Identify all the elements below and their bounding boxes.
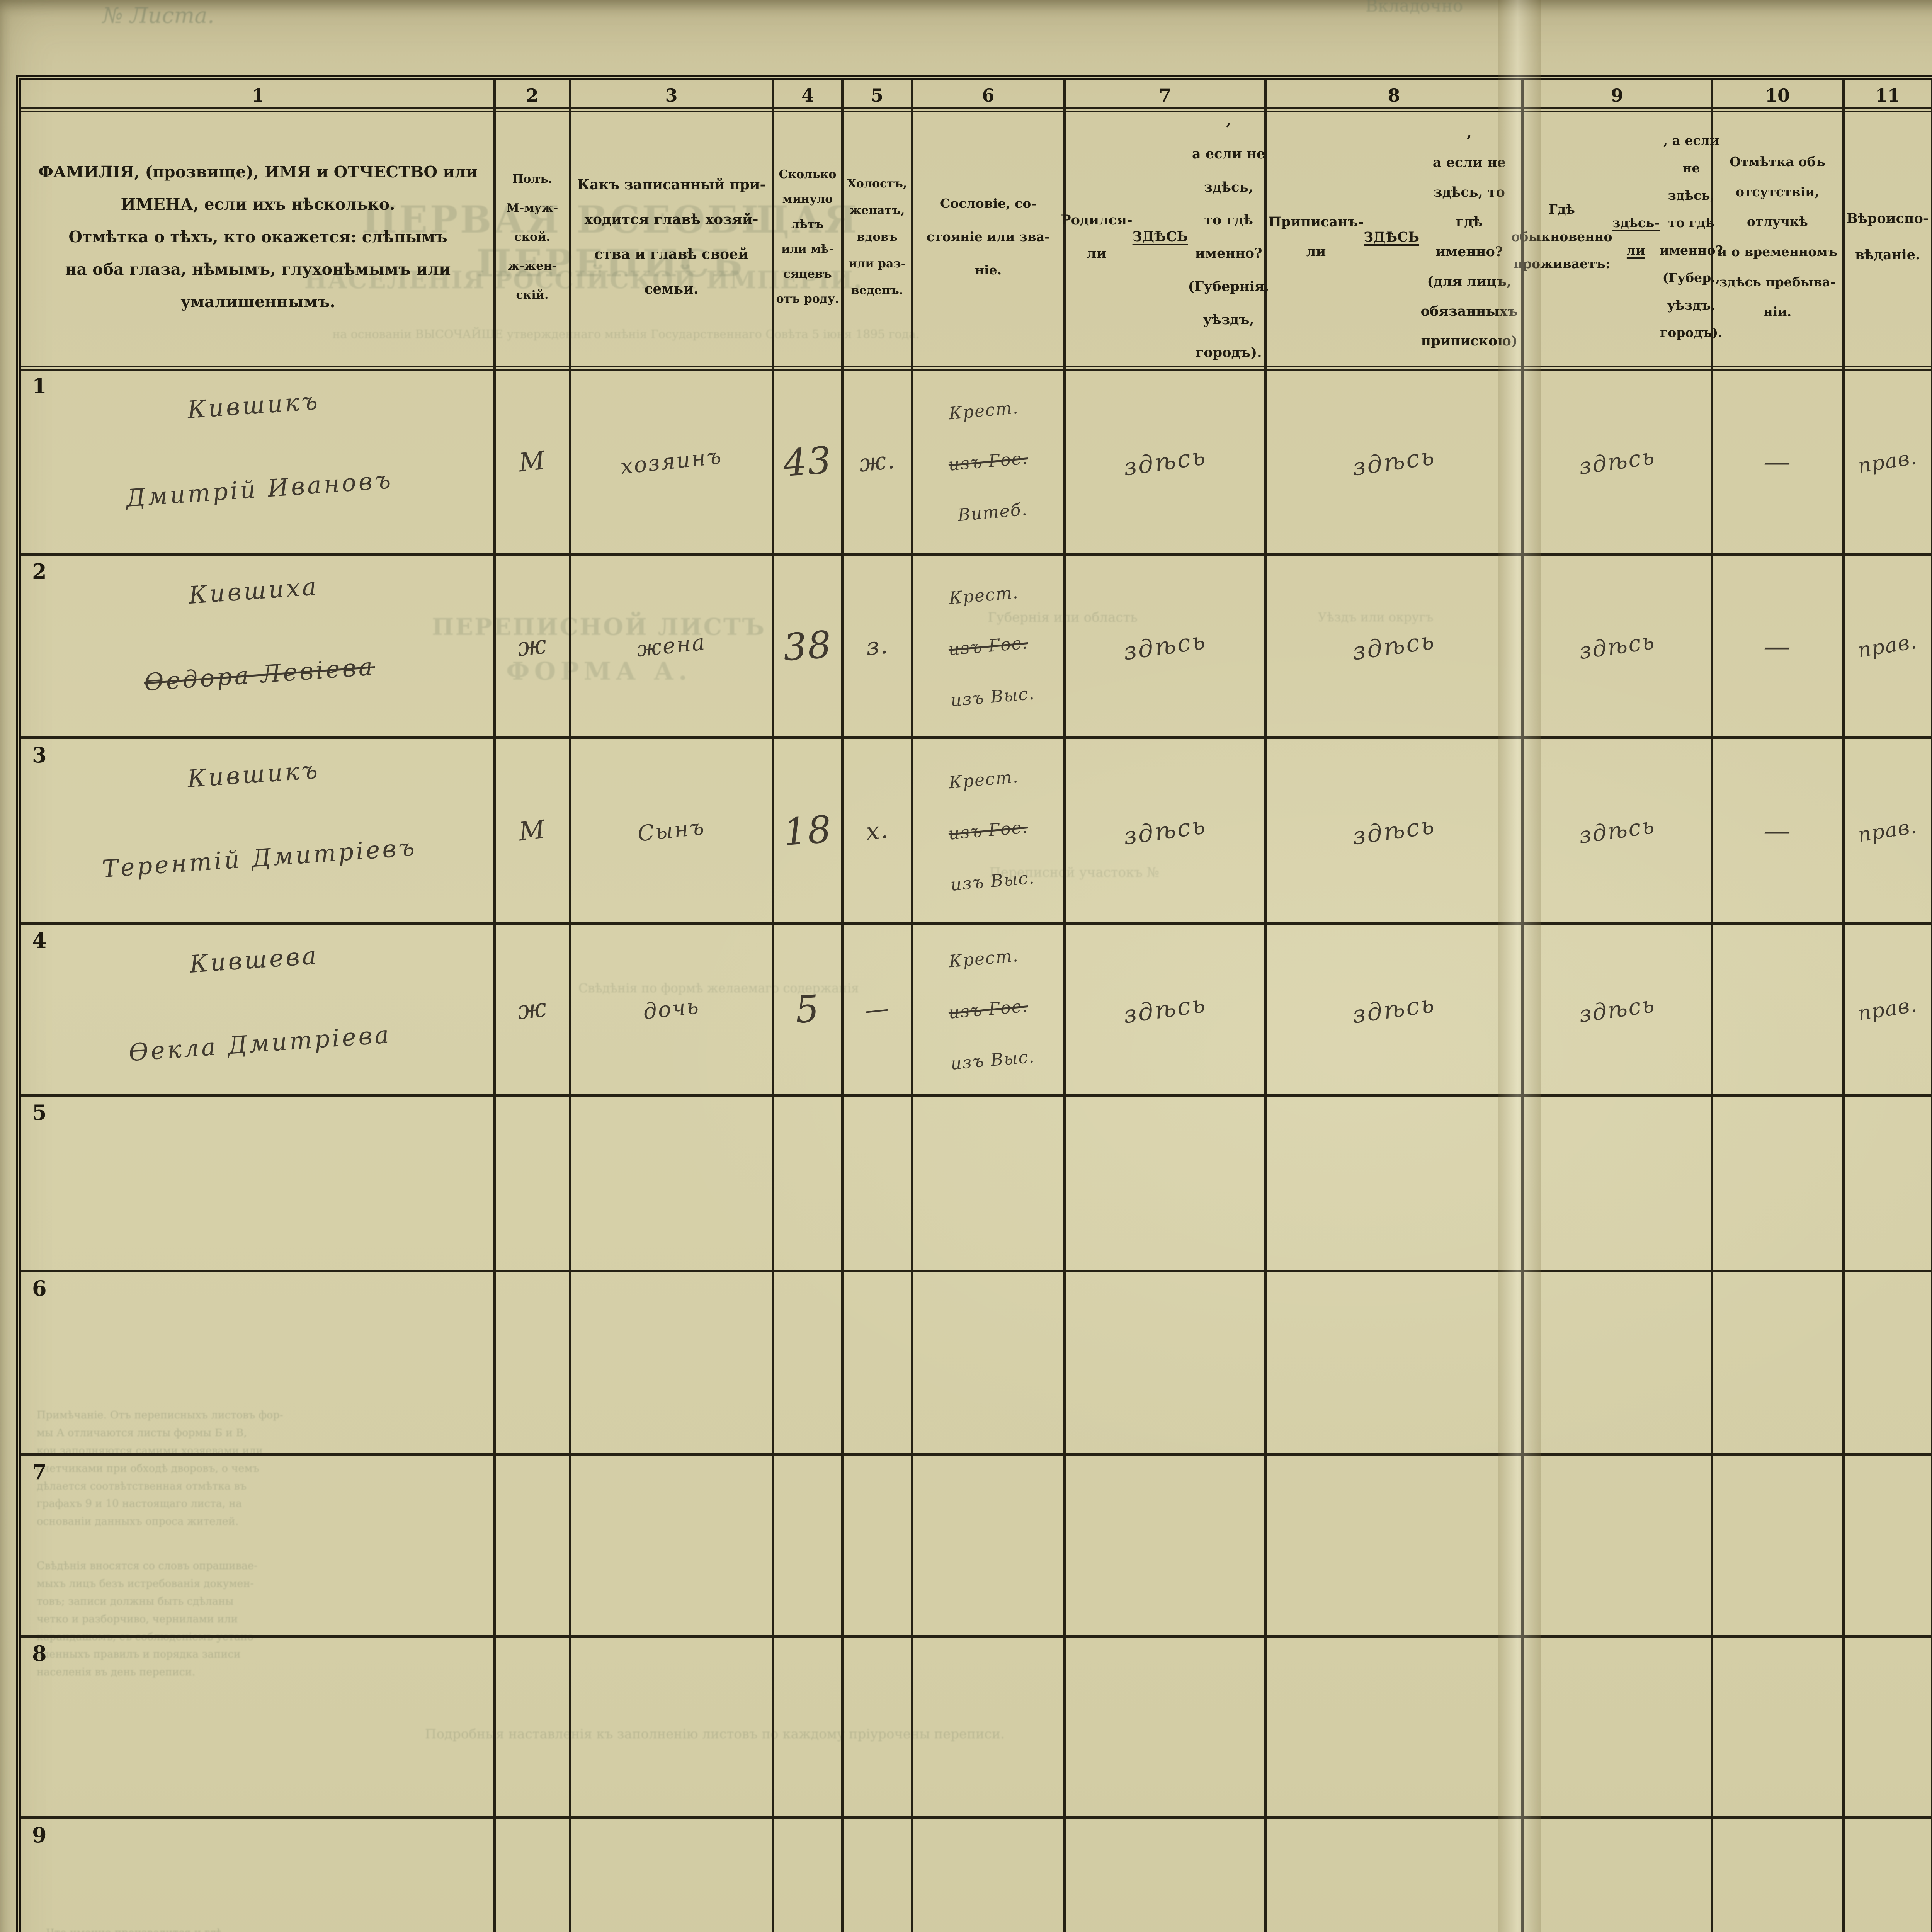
grid-hline-row1	[21, 553, 1932, 556]
column-number-3: 3	[665, 85, 678, 106]
grid-vline-c4	[772, 80, 774, 1932]
column-number-9: 9	[1611, 85, 1623, 106]
grid-hline-row8	[21, 1816, 1932, 1819]
grid-vline-c7	[1063, 80, 1066, 1932]
grid-hline-row6	[21, 1453, 1932, 1456]
column-header-2: Полъ. М-муж-ской. ж-жен-скій.	[506, 172, 558, 302]
grid-hline-row2	[21, 736, 1932, 739]
column-header-1: ФАМИЛІЯ, (прозвище), ИМЯ и ОТЧЕСТВО или И…	[38, 162, 478, 311]
row-number-9: 9	[32, 1823, 47, 1847]
column-number-11: 11	[1875, 85, 1900, 106]
column-header-8: Приписанъ-ли ЗДѢСЬ, а если не здѣсь, то г…	[1269, 125, 1518, 349]
column-number-8: 8	[1388, 85, 1400, 106]
column-header-11: Вѣроиспо-вѣданіе.	[1846, 210, 1929, 263]
grid-vline-c11	[1842, 80, 1845, 1932]
grid-hline-row5	[21, 1270, 1932, 1272]
grid-hline-row7	[21, 1635, 1932, 1638]
row-number-2: 2	[32, 559, 47, 584]
grid-hline-row3	[21, 922, 1932, 925]
bleedthrough-folio: № Листа.	[102, 3, 214, 28]
bleedthrough-insert: Вкладочно	[1365, 0, 1463, 16]
column-number-10: 10	[1765, 85, 1790, 106]
grid-hline-row4	[21, 1094, 1932, 1097]
row-number-7: 7	[32, 1459, 47, 1484]
column-header-7: Родился-ли ЗДѢСЬ, а если не здѣсь, то гдѣ …	[1061, 113, 1269, 361]
column-header-10: Отмѣтка объ отсутствіи, отлучкѣ и о времен…	[1717, 154, 1838, 320]
column-number-4: 4	[801, 85, 814, 106]
grid-vline-c12	[1931, 80, 1932, 1932]
table-frame	[16, 75, 1932, 1932]
column-number-2: 2	[526, 85, 539, 106]
column-header-6: Сословіе, со-стояніе или зва-ніе.	[927, 196, 1050, 277]
row-number-4: 4	[32, 928, 47, 953]
row-number-1: 1	[32, 374, 47, 398]
grid-vline-c8	[1264, 80, 1267, 1932]
column-header-5: Холостъ, женатъ, вдовъ или раз-веденъ.	[847, 177, 907, 297]
column-header-3: Какъ записанный при-ходится главѣ хозяй-…	[577, 177, 766, 297]
column-header-9: Гдѣ обыкновенно проживаетъ: здѣсь-ли, а ес…	[1511, 133, 1723, 340]
grid-vline-c5	[841, 80, 844, 1932]
column-number-7: 7	[1158, 85, 1171, 106]
grid-vline-c2	[493, 80, 496, 1932]
column-number-5: 5	[871, 85, 883, 106]
column-number-1: 1	[252, 85, 264, 106]
grid-hline-under-numbers	[21, 107, 1932, 112]
grid-vline-c10	[1711, 80, 1713, 1932]
grid-hline-under-header	[21, 366, 1932, 371]
column-header-4: Сколько минуло лѣтъ или мѣ-сяцевъ отъ роду.	[776, 167, 839, 306]
row-number-8: 8	[32, 1641, 47, 1666]
grid-vline-c6	[911, 80, 913, 1932]
row-number-3: 3	[32, 743, 47, 767]
grid-vline-c3	[569, 80, 571, 1932]
row-number-5: 5	[32, 1100, 47, 1125]
row-number-6: 6	[32, 1276, 47, 1301]
column-number-6: 6	[982, 85, 995, 106]
grid-vline-c9	[1521, 80, 1524, 1932]
